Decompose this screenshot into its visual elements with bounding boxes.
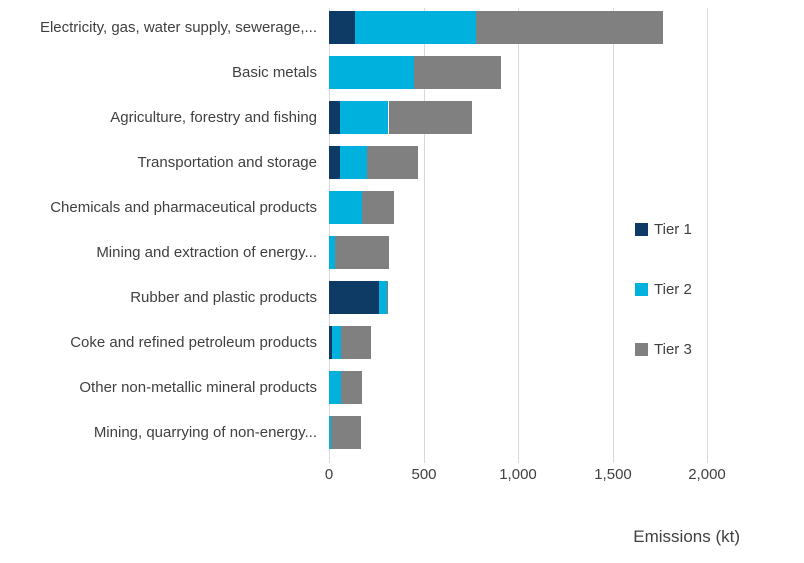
category-label: Other non-metallic mineral products [79,379,317,396]
axis-tickmark [518,455,519,463]
bar-segment-tier-1 [329,101,341,134]
category-label: Mining and extraction of energy... [96,244,317,261]
legend-entry-tier-3: Tier 3 [635,341,692,359]
axis-tickmark [707,455,708,463]
bar-segment-tier-2 [354,11,477,44]
legend-swatch-icon [635,283,648,297]
x-tick-label: 0 [324,466,334,483]
category-label: Rubber and plastic products [130,289,317,306]
bar-segment-tier-1 [329,11,355,44]
category-label: Transportation and storage [137,154,317,171]
x-tick-label: 1,000 [499,466,537,483]
bar-segment-tier-2 [329,236,335,269]
bar-segment-tier-2 [329,191,363,224]
bar-segment-tier-3 [341,326,371,359]
bar-segment-tier-1 [329,146,341,179]
bar-segment-tier-2 [331,326,342,359]
bar-segment-tier-3 [362,191,395,224]
gridline-1,500 [613,8,614,455]
category-labels: Electricity, gas, water supply, sewerage… [0,8,323,455]
bar-segment-tier-2 [329,416,331,449]
plot-area [329,8,785,463]
category-label: Agriculture, forestry and fishing [110,109,317,126]
bar-segment-tier-3 [366,146,418,179]
category-label: Chemicals and pharmaceutical products [50,199,317,216]
bar-segment-tier-3 [330,416,362,449]
axis-tickmark [424,455,425,463]
axis-tickmark [329,455,330,463]
bar-segment-tier-3 [476,11,664,44]
bar-segment-tier-2 [329,56,414,89]
x-axis-title: Emissions (kt) [633,527,740,546]
bar-segment-tier-3 [341,371,363,404]
gridline-2,000 [707,8,708,455]
bar-segment-tier-3 [334,236,390,269]
category-label: Electricity, gas, water supply, sewerage… [39,19,317,36]
x-tick-label: 1,500 [594,466,632,483]
x-tick-label: 2,000 [688,466,726,483]
x-tick-label: 500 [411,466,437,483]
category-label: Coke and refined petroleum products [70,334,317,351]
bar-segment-tier-2 [340,101,389,134]
gridline-500 [424,8,425,455]
legend-label: Tier 1 [654,221,692,239]
bar-segment-tier-1 [329,281,380,314]
bar-segment-tier-2 [379,281,387,314]
legend-entry-tier-1: Tier 1 [635,221,692,239]
bar-segment-tier-3 [386,281,389,314]
legend-entry-tier-2: Tier 2 [635,281,692,299]
legend-label: Tier 3 [654,341,692,359]
gridline-1,000 [518,8,519,455]
gridline-0 [329,8,330,455]
bar-segment-tier-3 [388,101,472,134]
category-label: Basic metals [231,64,317,81]
category-label: Mining, quarrying of non-energy... [93,424,317,441]
bar-segment-tier-1 [329,326,332,359]
axis-tickmark [613,455,614,463]
legend-swatch-icon [635,223,648,237]
bar-segment-tier-2 [329,371,342,404]
legend-swatch-icon [635,343,648,357]
bar-segment-tier-2 [340,146,367,179]
legend-label: Tier 2 [654,281,692,299]
bar-segment-tier-3 [414,56,501,89]
